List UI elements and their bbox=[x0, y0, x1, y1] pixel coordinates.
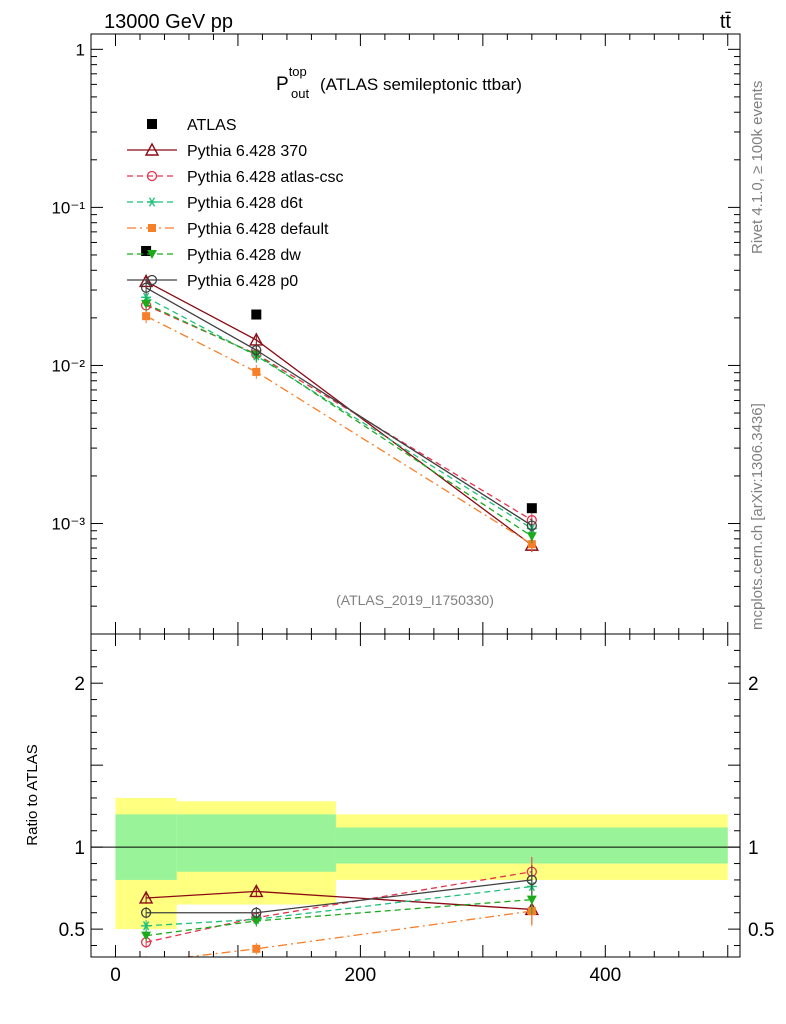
legend-item-0: Pythia 6.428 370 bbox=[127, 142, 307, 160]
main-line-3 bbox=[145, 315, 533, 545]
ratio-point-5-1 bbox=[251, 907, 262, 918]
main-line-5 bbox=[145, 287, 533, 527]
legend-label-4: Pythia 6.428 dw bbox=[187, 247, 301, 264]
ratio-ytick-label-right-1: 1 bbox=[748, 838, 759, 859]
atlas-point-0 bbox=[141, 245, 152, 256]
ratio-ytick-label-left-0: 0.5 bbox=[59, 920, 85, 941]
main-point-3-1 bbox=[252, 367, 261, 376]
ratio-ytick-label-left-1: 1 bbox=[74, 838, 85, 859]
axes: 1 10⁻¹ 10⁻² 10⁻³ 0.5 0.5 1 1 2 2 0 200 400 bbox=[51, 33, 774, 986]
legend-item-4: Pythia 6.428 dw bbox=[127, 247, 301, 264]
ratio-point-0-0 bbox=[138, 890, 154, 904]
main-title: Ptop bbox=[276, 64, 307, 95]
ratio-point-4-1 bbox=[251, 916, 262, 926]
ratio-line-3 bbox=[181, 910, 532, 957]
energy-label: 13000 GeV pp bbox=[104, 11, 233, 33]
legend-label-0: Pythia 6.428 370 bbox=[187, 143, 307, 160]
legend: ATLAS Pythia 6.428 370 Pythia 6.428 atlas-… bbox=[127, 117, 344, 290]
main-series-2 bbox=[141, 290, 537, 536]
title-sub: out bbox=[291, 86, 309, 101]
main-series-1 bbox=[140, 298, 537, 528]
title-sup: top bbox=[289, 64, 307, 79]
main-point-5-2 bbox=[526, 520, 537, 531]
title-rest: (ATLAS semileptonic ttbar) bbox=[320, 75, 522, 94]
title-main: P bbox=[276, 74, 289, 95]
legend-marker-0 bbox=[144, 142, 160, 156]
main-point-4-0 bbox=[141, 299, 152, 309]
source-label: mcplots.cern.ch [arXiv:1306.3436] bbox=[749, 403, 766, 630]
legend-label-1: Pythia 6.428 atlas-csc bbox=[187, 169, 344, 186]
ratio-point-4-0 bbox=[141, 931, 152, 941]
main-series bbox=[138, 245, 540, 553]
legend-item-5: Pythia 6.428 p0 bbox=[127, 273, 298, 290]
main-point-3-0 bbox=[142, 312, 151, 321]
main-series-3 bbox=[142, 309, 536, 552]
ratio-ylabel: Ratio to ATLAS bbox=[24, 744, 41, 845]
ratio-uncertainty-bands bbox=[91, 797, 740, 930]
ratio-ytick-label-left-2: 2 bbox=[74, 674, 85, 695]
main-ytick-label-0: 1 bbox=[76, 40, 85, 59]
main-point-4-2 bbox=[526, 532, 537, 542]
process-label: tt̄ bbox=[720, 11, 732, 33]
ratio-frame bbox=[90, 633, 741, 958]
xtick-label-1: 200 bbox=[345, 965, 377, 986]
legend-marker-4 bbox=[147, 250, 157, 259]
legend-marker-5 bbox=[146, 274, 158, 286]
rivet-label: Rivet 4.1.0, ≥ 100k events bbox=[749, 81, 766, 254]
ratio-point-2-0 bbox=[141, 921, 152, 931]
xtick-label-0: 0 bbox=[110, 965, 121, 986]
legend-marker-1 bbox=[146, 170, 158, 182]
ratio-ytick-label-right-0: 0.5 bbox=[748, 920, 774, 941]
ratio-point-0-1 bbox=[249, 883, 264, 898]
atlas-point-2 bbox=[526, 503, 537, 514]
xtick-label-2: 400 bbox=[589, 965, 621, 986]
ratio-point-3-0 bbox=[142, 958, 150, 966]
legend-marker-2 bbox=[147, 197, 157, 207]
ratio-point-3-1 bbox=[252, 944, 261, 953]
legend-label-atlas: ATLAS bbox=[187, 117, 237, 134]
atlas-data bbox=[141, 245, 537, 514]
legend-item-atlas: ATLAS bbox=[147, 117, 237, 134]
ratio-series bbox=[138, 856, 540, 966]
main-ytick-label-1: 10⁻¹ bbox=[51, 198, 85, 217]
legend-label-3: Pythia 6.428 default bbox=[187, 221, 329, 238]
main-series-4 bbox=[141, 296, 537, 544]
ratio-ytick-label-right-2: 2 bbox=[748, 674, 759, 695]
legend-label-2: Pythia 6.428 d6t bbox=[187, 195, 303, 212]
main-series-5 bbox=[140, 280, 537, 533]
ratio-point-5-0 bbox=[140, 907, 152, 918]
ratio-point-5-2 bbox=[526, 874, 537, 886]
main-line-1 bbox=[145, 304, 533, 521]
band-inner-1 bbox=[176, 814, 336, 872]
ratio-point-4-2 bbox=[526, 895, 537, 905]
legend-item-2: Pythia 6.428 d6t bbox=[127, 195, 303, 212]
legend-item-3: Pythia 6.428 default bbox=[127, 221, 329, 238]
main-point-5-1 bbox=[251, 344, 262, 356]
main-point-3-2 bbox=[527, 540, 536, 549]
atlas-point-1 bbox=[251, 309, 262, 320]
legend-label-5: Pythia 6.428 p0 bbox=[187, 273, 298, 290]
main-ytick-label-3: 10⁻³ bbox=[51, 515, 85, 534]
main-ytick-label-2: 10⁻² bbox=[51, 356, 85, 375]
legend-marker-3 bbox=[148, 224, 156, 232]
analysis-label: (ATLAS_2019_I1750330) bbox=[336, 592, 494, 608]
legend-item-1: Pythia 6.428 atlas-csc bbox=[127, 169, 344, 186]
ratio-series-5 bbox=[140, 865, 537, 919]
main-point-5-0 bbox=[140, 282, 152, 293]
main-line-2 bbox=[145, 296, 533, 530]
legend-marker-atlas bbox=[147, 119, 157, 129]
